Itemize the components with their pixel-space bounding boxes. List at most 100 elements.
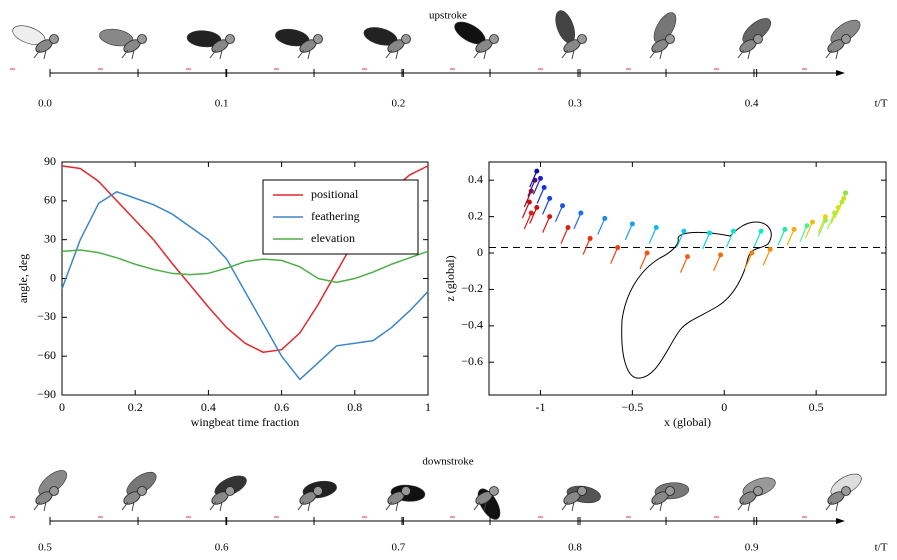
fly-leg bbox=[835, 49, 839, 60]
tick-label: 0.7 bbox=[391, 542, 405, 554]
axis-arrow bbox=[836, 518, 845, 524]
fly-icon bbox=[555, 10, 587, 60]
x-tick-label: 0 bbox=[59, 400, 65, 414]
y-tick-label: −0.6 bbox=[461, 354, 483, 368]
wing-chord bbox=[639, 252, 648, 270]
wing-chord bbox=[753, 230, 762, 248]
wing-chord bbox=[610, 247, 619, 264]
fly-head bbox=[489, 486, 499, 496]
point bbox=[644, 250, 650, 256]
fly-head bbox=[137, 486, 147, 496]
fly-leg bbox=[737, 49, 745, 59]
wing-chord bbox=[527, 179, 536, 197]
y-tick-label: 30 bbox=[44, 231, 56, 245]
wing-chord bbox=[777, 229, 786, 246]
point bbox=[541, 184, 547, 190]
fly-leg bbox=[131, 49, 135, 60]
wing-chord bbox=[702, 232, 711, 250]
series-line bbox=[61, 249, 429, 284]
x-tick-label: 0.8 bbox=[347, 400, 362, 414]
fly-icon bbox=[825, 19, 861, 60]
fly-leg bbox=[219, 501, 223, 512]
point bbox=[681, 228, 687, 234]
fly-leg bbox=[747, 501, 751, 512]
fly-head bbox=[313, 486, 323, 496]
y-tick-label: −30 bbox=[37, 309, 56, 323]
y-tick-label: 60 bbox=[44, 193, 56, 207]
x-tick-label: 0.6 bbox=[274, 400, 289, 414]
wing-chord bbox=[679, 256, 689, 273]
wing-chord bbox=[817, 216, 826, 233]
fly-icon bbox=[649, 482, 690, 512]
point bbox=[718, 252, 724, 258]
tick-label: 0.2 bbox=[391, 98, 405, 110]
fly-icon bbox=[737, 477, 776, 512]
point bbox=[791, 226, 797, 232]
fly-leg bbox=[121, 49, 129, 59]
fly-leg bbox=[825, 501, 833, 511]
x-tick-label: 1 bbox=[425, 400, 431, 414]
point bbox=[547, 195, 553, 201]
fly-head bbox=[753, 486, 763, 496]
point bbox=[629, 221, 635, 227]
point bbox=[534, 168, 540, 174]
wing-chord bbox=[554, 205, 564, 222]
fly-leg bbox=[307, 501, 311, 512]
point bbox=[615, 245, 621, 251]
wing-chord bbox=[799, 225, 808, 242]
point bbox=[537, 175, 543, 181]
tick-label: 0.9 bbox=[745, 542, 759, 554]
y-tick-label: 0.4 bbox=[468, 172, 483, 186]
fly-head bbox=[225, 486, 235, 496]
wing-chord bbox=[532, 178, 542, 195]
point bbox=[758, 228, 764, 234]
wing-chord bbox=[597, 218, 606, 235]
wing-chord bbox=[523, 190, 532, 208]
y-tick-label: −0.4 bbox=[461, 318, 483, 332]
fly-leg bbox=[209, 501, 217, 511]
tick-label: 0.5 bbox=[38, 542, 52, 554]
wing-chord bbox=[786, 229, 795, 246]
fly-leg bbox=[473, 501, 481, 511]
fly-leg bbox=[483, 501, 487, 512]
point bbox=[749, 250, 755, 256]
fly-icon bbox=[825, 473, 862, 512]
wing-chord bbox=[624, 223, 633, 241]
wing-chord bbox=[744, 252, 753, 270]
wing-chord bbox=[529, 207, 538, 224]
point bbox=[822, 214, 828, 220]
fly-leg bbox=[737, 501, 745, 511]
fly-head bbox=[577, 486, 587, 496]
fly-leg bbox=[659, 501, 663, 512]
fly-icon bbox=[33, 470, 68, 512]
point bbox=[782, 226, 788, 232]
point bbox=[809, 219, 815, 225]
wing-chord bbox=[826, 212, 836, 230]
fly-leg bbox=[33, 49, 41, 59]
y-axis-label: angle, deg bbox=[16, 254, 30, 303]
fly-leg bbox=[835, 501, 839, 512]
fly-icon bbox=[737, 18, 772, 60]
point bbox=[841, 195, 847, 201]
wing-chord bbox=[523, 212, 532, 230]
x-tick-label: -1 bbox=[535, 400, 545, 414]
x-tick-label: 0 bbox=[721, 400, 727, 414]
fly-leg bbox=[649, 501, 657, 511]
point bbox=[835, 205, 841, 211]
fly-leg bbox=[209, 49, 217, 59]
fly-leg bbox=[307, 49, 311, 60]
fly-leg bbox=[395, 501, 399, 512]
tick-label: 0.4 bbox=[745, 98, 759, 110]
wing-chord bbox=[529, 170, 538, 188]
fly-head bbox=[313, 34, 323, 44]
fly-leg bbox=[385, 49, 393, 59]
fly-head bbox=[49, 34, 59, 44]
x-tick-label: 0.2 bbox=[128, 400, 143, 414]
x-tick-label: −0.5 bbox=[621, 400, 643, 414]
fly-head bbox=[225, 34, 235, 44]
y-tick-label: 0 bbox=[477, 245, 483, 259]
fly-icon bbox=[12, 25, 59, 60]
fly-leg bbox=[473, 49, 481, 59]
fly-leg bbox=[747, 49, 751, 60]
